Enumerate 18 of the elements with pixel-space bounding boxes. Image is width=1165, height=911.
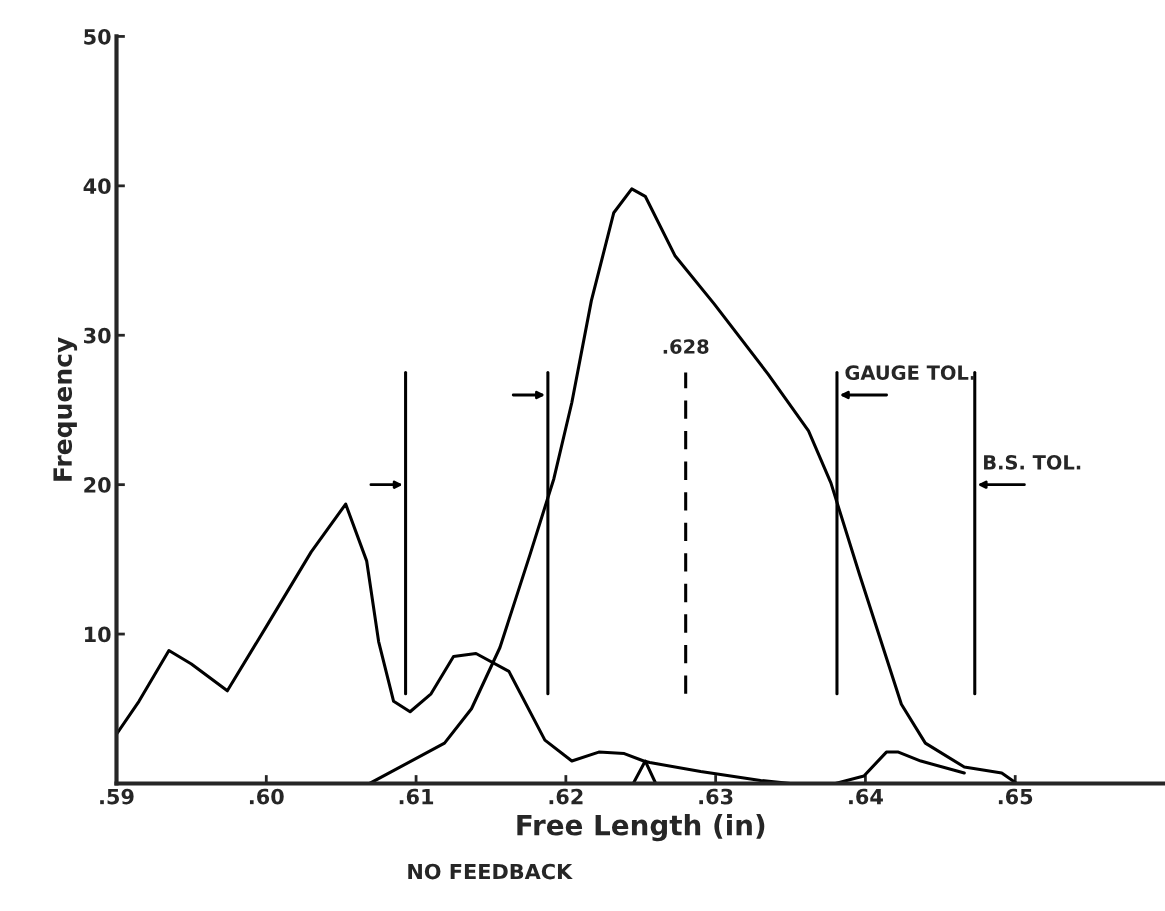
x-tick-label: .65 xyxy=(998,788,1033,805)
x-tick-label: .64 xyxy=(849,788,883,805)
y-tick-label: 10 xyxy=(85,626,111,643)
ref-line-label: B.S. TOL. xyxy=(984,454,1081,470)
ref-line-label: .628 xyxy=(663,339,709,354)
x-axis-title: Free Length (in) xyxy=(517,814,765,842)
y-tick-label: 30 xyxy=(84,327,111,344)
y-tick-label: 40 xyxy=(83,178,111,195)
ref-line-label: GAUGE TOL. xyxy=(845,365,975,381)
text: NO FEEDBACK xyxy=(408,863,573,880)
x-tick-label: .59 xyxy=(100,788,134,805)
x-tick-label: .62 xyxy=(549,788,583,805)
y-tick-label: 50 xyxy=(84,28,111,45)
y-tick-label: 20 xyxy=(84,477,111,493)
x-tick-label: .61 xyxy=(399,788,434,805)
x-tick-label: .60 xyxy=(249,788,284,805)
y-axis-title: Frequency xyxy=(53,337,78,481)
x-tick-label: .63 xyxy=(699,788,733,805)
